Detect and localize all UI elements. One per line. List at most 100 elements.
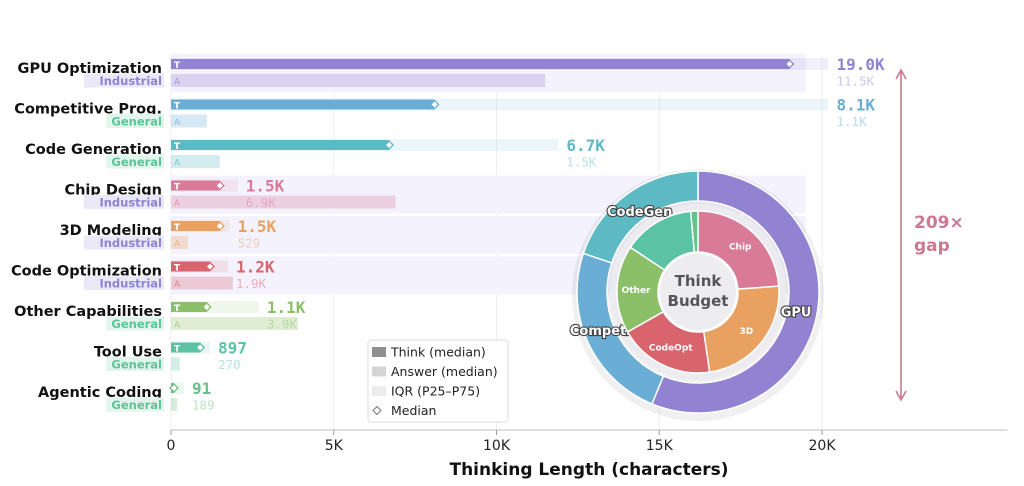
think-marker: T	[174, 61, 181, 71]
answer-value-label: 6.9K	[246, 195, 277, 210]
think-bar	[171, 302, 207, 312]
think-value-label: 8.1K	[837, 96, 876, 115]
x-tick-label: 20K	[809, 438, 837, 454]
answer-bar	[171, 276, 233, 290]
median-diamond-icon	[169, 383, 179, 393]
category-tag: General	[111, 317, 162, 331]
answer-marker: A	[174, 78, 181, 88]
category-row: Competitive Prog.General TA 8.1K1.1K	[14, 96, 875, 130]
tag-badge	[84, 195, 164, 209]
donut-slice	[650, 170, 820, 414]
answer-bar	[171, 155, 220, 168]
answer-marker: A	[174, 321, 181, 331]
answer-value-label: 270	[218, 357, 241, 372]
answer-marker: A	[174, 118, 181, 128]
think-marker: T	[174, 183, 181, 193]
arrow-head-up-icon	[895, 68, 907, 80]
think-bar	[171, 140, 390, 150]
answer-marker: A	[174, 199, 181, 209]
category-tag: Industrial	[99, 74, 162, 88]
think-bar	[171, 221, 220, 231]
tag-badge	[84, 73, 164, 88]
median-diamond-icon	[784, 59, 795, 69]
think-bar	[171, 59, 790, 69]
median-diamond-icon	[195, 342, 206, 353]
x-tick-label: 0	[167, 438, 176, 454]
donut-center-subtitle: Budget	[668, 292, 729, 310]
answer-value-label: 11.5K	[837, 74, 875, 89]
category-tag: General	[111, 398, 162, 412]
tag-badge	[84, 235, 164, 250]
tag-badge	[106, 397, 164, 412]
answer-value-label: 529	[238, 236, 261, 251]
think-value-label: 1.2K	[236, 258, 275, 277]
median-diamond-icon	[205, 261, 215, 272]
donut-slice-label: Other	[622, 286, 651, 296]
legend-label: Median	[391, 403, 436, 418]
answer-bar	[171, 114, 207, 128]
think-budget-donut: GPUCompetitiveCodeGenChip3DCodeOptOtherT…	[569, 169, 824, 421]
think-value-label: 1.5K	[238, 217, 277, 236]
legend-swatch	[372, 366, 386, 377]
median-diamond-icon	[429, 99, 440, 110]
think-bar	[171, 342, 201, 353]
category-tag: General	[111, 155, 162, 169]
category-label: Code Optimization	[11, 264, 162, 280]
category-label: GPU Optimization	[18, 61, 162, 77]
category-tag: General	[111, 115, 162, 129]
answer-value-label: 189	[192, 398, 215, 413]
legend-label: Think (median)	[390, 345, 486, 360]
median-diamond-icon	[214, 180, 225, 191]
gap-label: gap	[914, 236, 950, 256]
answer-bar	[171, 398, 178, 411]
think-bar	[171, 261, 211, 272]
arrow-head-down-icon	[895, 390, 907, 402]
x-tick-label: 5K	[325, 438, 344, 454]
think-value-label: 6.7K	[566, 136, 605, 155]
think-bar	[171, 99, 435, 110]
think-value-label: 1.5K	[246, 177, 285, 196]
donut-slice-label: 3D	[739, 327, 753, 337]
x-tick-label: 10K	[483, 438, 511, 454]
donut-slice	[582, 170, 699, 264]
category-label: 3D Modeling	[60, 223, 162, 239]
answer-bar	[171, 195, 396, 209]
donut-center	[658, 252, 738, 332]
answer-marker: A	[174, 280, 181, 290]
donut-center-title: Think	[675, 272, 723, 290]
x-axis-label: Thinking Length (characters)	[449, 460, 728, 480]
category-label: Chip Design	[64, 183, 162, 199]
category-label: Competitive Prog.	[14, 102, 162, 118]
think-marker: T	[174, 264, 181, 274]
tag-badge	[84, 276, 164, 290]
legend-label: Answer (median)	[391, 364, 498, 379]
bars: GPU OptimizationIndustrialTA19.0K11.5KCo…	[11, 55, 885, 413]
category-tag: Industrial	[99, 277, 162, 291]
answer-marker: A	[174, 159, 181, 169]
category-tag: General	[111, 358, 162, 372]
answer-value-label: 1.1K	[837, 114, 868, 129]
answer-bar	[171, 357, 180, 371]
think-value-label: 91	[192, 379, 211, 398]
tag-badge	[106, 316, 164, 331]
tag-badge	[106, 114, 164, 128]
legend-label: IQR (P25–P75)	[391, 384, 480, 399]
category-label: Agentic Coding	[38, 385, 162, 401]
category-tag: Industrial	[99, 196, 162, 210]
gap-ratio: 209×	[914, 213, 964, 233]
donut-outer-label: GPU	[781, 305, 812, 320]
donut-slice-label: Chip	[729, 243, 752, 253]
legend-swatch	[372, 386, 386, 396]
answer-bar	[171, 74, 546, 87]
median-diamond-icon	[384, 140, 395, 150]
answer-bar	[171, 317, 298, 330]
median-diamond-icon	[214, 221, 225, 231]
